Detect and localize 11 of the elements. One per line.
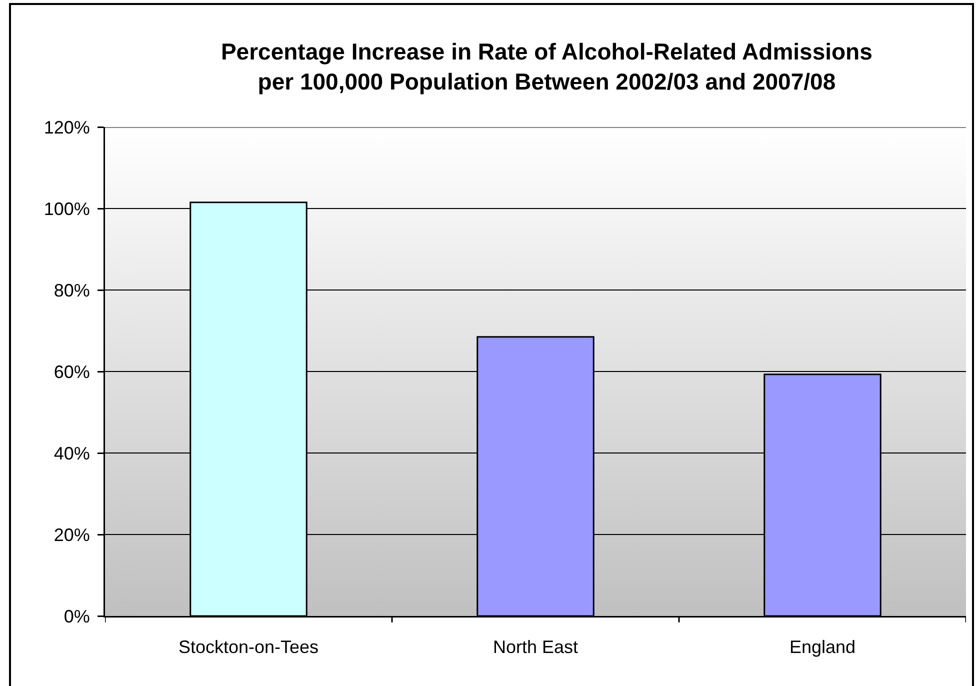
x-tick-label: North East (492, 637, 578, 658)
y-tick-label: 0% (64, 606, 90, 626)
chart-title: Percentage Increase in Rate of Alcohol-Related Admissions per 100,000 Population Between 2002/03 and 2007/08 (220, 38, 872, 95)
y-tick-label: 20% (54, 524, 90, 545)
y-tick-label: 60% (54, 362, 90, 382)
y-tick-label: 120% (44, 117, 90, 138)
y-tick-label: 100% (44, 198, 90, 219)
y-tick-label: 40% (54, 443, 90, 464)
y-tick-label: 80% (54, 280, 90, 300)
x-tick-label: England (789, 637, 856, 658)
x-tick-label: Stockton-on-Tees (178, 637, 319, 658)
